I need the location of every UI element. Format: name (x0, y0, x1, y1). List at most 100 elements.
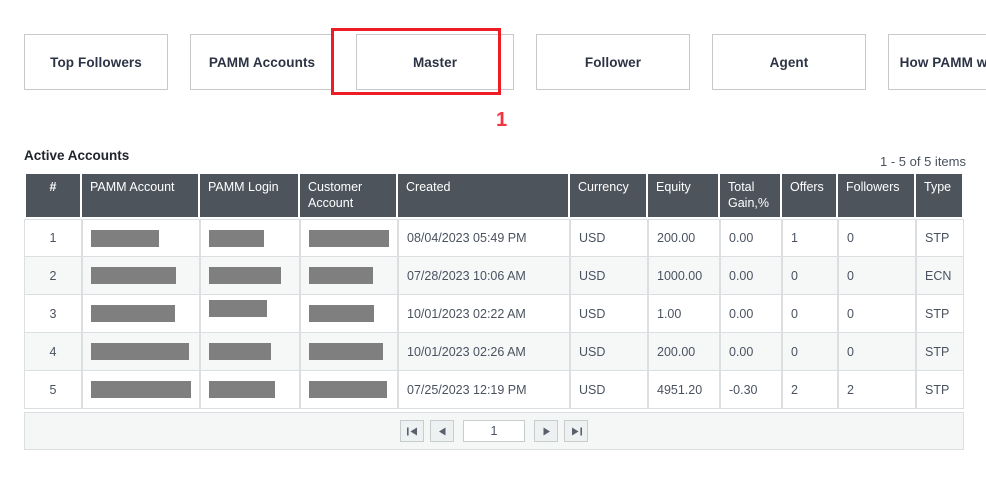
redaction-bar (209, 229, 264, 247)
cell-total-gain: 0.00 (720, 257, 782, 296)
cell-index: 1 (24, 219, 82, 258)
cell-customer-account (300, 371, 398, 410)
cell-created: 10/01/2023 02:26 AM (398, 333, 570, 372)
last-page-icon[interactable] (564, 420, 588, 442)
cell-currency: USD (570, 333, 648, 372)
cell-offers: 0 (782, 257, 838, 296)
tab-top-followers[interactable]: Top Followers (24, 34, 168, 90)
cell-offers: 1 (782, 219, 838, 258)
page-title: Active Accounts (24, 148, 130, 163)
redaction-bar (91, 229, 159, 247)
table-row[interactable]: 3 10/01/2023 02:22 AM USD 1.00 0.00 0 0 … (24, 295, 964, 334)
cell-pamm-login (200, 371, 300, 410)
table-row[interactable]: 5 07/25/2023 12:19 PM USD 4951.20 -0.30 … (24, 371, 964, 410)
col-header-type[interactable]: Type (916, 172, 964, 220)
tab-how-pamm-works-label: How PAMM works (899, 54, 986, 70)
cell-currency: USD (570, 219, 648, 258)
cell-followers: 0 (838, 257, 916, 296)
tab-agent[interactable]: Agent (712, 34, 866, 90)
cell-total-gain: 0.00 (720, 295, 782, 334)
cell-equity: 1000.00 (648, 257, 720, 296)
cell-pamm-login (200, 295, 300, 334)
cell-currency: USD (570, 295, 648, 334)
col-header-pamm-login[interactable]: PAMM Login (200, 172, 300, 220)
next-page-icon[interactable] (534, 420, 558, 442)
tab-master-label: Master (412, 54, 458, 70)
pamm-tab-bar: Top Followers PAMM Accounts Master Follo… (24, 34, 986, 90)
cell-total-gain: 0.00 (720, 219, 782, 258)
cell-total-gain: -0.30 (720, 371, 782, 410)
redaction-bar (309, 305, 374, 323)
redaction-bar (209, 343, 271, 361)
cell-created: 07/25/2023 12:19 PM (398, 371, 570, 410)
page-number-input[interactable]: 1 (463, 420, 525, 442)
cell-offers: 2 (782, 371, 838, 410)
cell-index: 4 (24, 333, 82, 372)
cell-created: 10/01/2023 02:22 AM (398, 295, 570, 334)
cell-pamm-account (82, 219, 200, 258)
tab-pamm-accounts[interactable]: PAMM Accounts (190, 34, 334, 90)
cell-type: STP (916, 333, 964, 372)
cell-type: STP (916, 295, 964, 334)
redaction-bar (91, 267, 176, 285)
cell-customer-account (300, 295, 398, 334)
cell-customer-account (300, 219, 398, 258)
cell-followers: 0 (838, 295, 916, 334)
table-row[interactable]: 2 07/28/2023 10:06 AM USD 1000.00 0.00 0… (24, 257, 964, 296)
cell-customer-account (300, 257, 398, 296)
col-header-index[interactable]: # (24, 172, 82, 220)
tab-how-pamm-works[interactable]: How PAMM works (888, 34, 986, 90)
cell-equity: 1.00 (648, 295, 720, 334)
col-header-created[interactable]: Created (398, 172, 570, 220)
tab-master[interactable]: Master (356, 34, 514, 90)
cell-currency: USD (570, 257, 648, 296)
cell-pamm-login (200, 219, 300, 258)
table-header: # PAMM Account PAMM Login Customer Accou… (24, 172, 964, 220)
cell-created: 07/28/2023 10:06 AM (398, 257, 570, 296)
cell-equity: 200.00 (648, 333, 720, 372)
table-header-row: # PAMM Account PAMM Login Customer Accou… (24, 172, 964, 220)
col-header-equity[interactable]: Equity (648, 172, 720, 220)
cell-pamm-account (82, 257, 200, 296)
cell-pamm-account (82, 295, 200, 334)
redaction-bar (91, 305, 175, 323)
cell-total-gain: 0.00 (720, 333, 782, 372)
annotation-step-number: 1 (496, 109, 508, 131)
cell-pamm-login (200, 257, 300, 296)
cell-type: STP (916, 219, 964, 258)
col-header-currency[interactable]: Currency (570, 172, 648, 220)
redaction-bar (309, 229, 389, 247)
col-header-pamm-account[interactable]: PAMM Account (82, 172, 200, 220)
tab-follower[interactable]: Follower (536, 34, 690, 90)
cell-followers: 2 (838, 371, 916, 410)
previous-page-icon[interactable] (430, 420, 454, 442)
pagination-bar: 1 (24, 412, 964, 450)
cell-index: 3 (24, 295, 82, 334)
redaction-bar (309, 343, 383, 361)
cell-currency: USD (570, 371, 648, 410)
col-header-followers[interactable]: Followers (838, 172, 916, 220)
first-page-icon[interactable] (400, 420, 424, 442)
table-row[interactable]: 1 08/04/2023 05:49 PM USD 200.00 0.00 1 … (24, 219, 964, 258)
cell-equity: 4951.20 (648, 371, 720, 410)
cell-pamm-account (82, 333, 200, 372)
cell-created: 08/04/2023 05:49 PM (398, 219, 570, 258)
col-header-offers[interactable]: Offers (782, 172, 838, 220)
redaction-bar (309, 381, 387, 399)
table-row[interactable]: 4 10/01/2023 02:26 AM USD 200.00 0.00 0 … (24, 333, 964, 372)
cell-followers: 0 (838, 333, 916, 372)
cell-customer-account (300, 333, 398, 372)
cell-type: STP (916, 371, 964, 410)
cell-followers: 0 (838, 219, 916, 258)
active-accounts-table: # PAMM Account PAMM Login Customer Accou… (24, 172, 964, 410)
col-header-total-gain[interactable]: Total Gain,% (720, 172, 782, 220)
cell-offers: 0 (782, 333, 838, 372)
cell-index: 5 (24, 371, 82, 410)
col-header-customer-account[interactable]: Customer Account (300, 172, 398, 220)
table-body: 1 08/04/2023 05:49 PM USD 200.00 0.00 1 … (24, 219, 964, 410)
cell-offers: 0 (782, 295, 838, 334)
cell-equity: 200.00 (648, 219, 720, 258)
tab-top-followers-label: Top Followers (50, 54, 142, 70)
cell-pamm-login (200, 333, 300, 372)
cell-pamm-account (82, 371, 200, 410)
